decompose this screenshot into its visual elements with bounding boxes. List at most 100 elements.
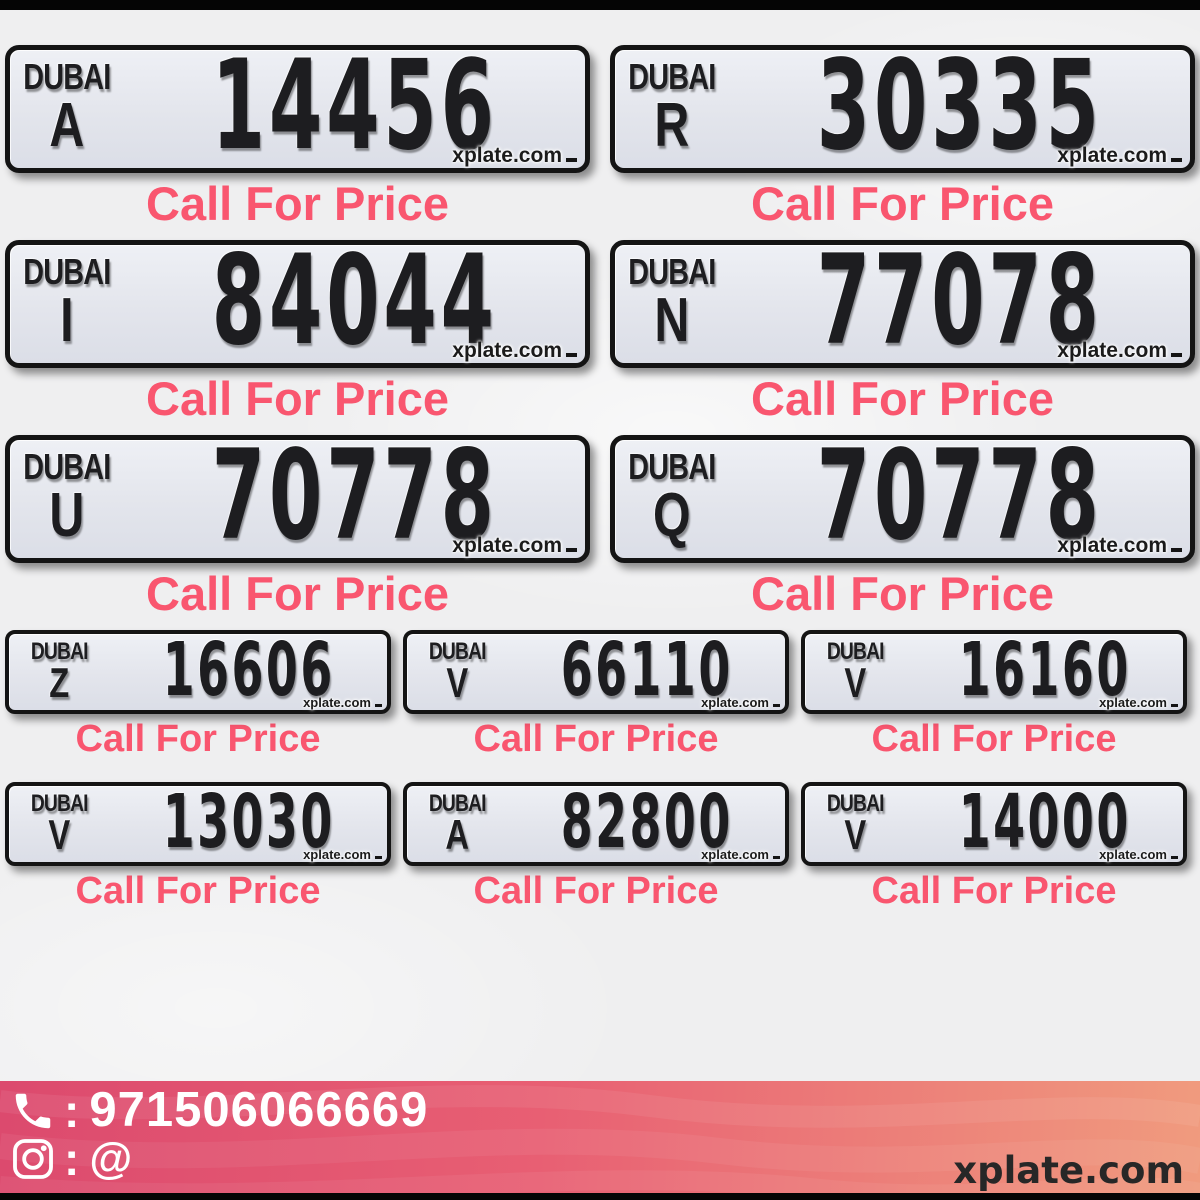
call-for-price-label: Call For Price xyxy=(75,870,321,912)
license-plate: DUBAI V 14000 xplate.com xyxy=(801,782,1187,866)
dubai-logo: DUBAI xyxy=(628,251,716,292)
xplate-watermark: xplate.com xyxy=(452,534,577,558)
top-black-strip xyxy=(0,0,1200,10)
plate-letter-code: V xyxy=(844,811,867,859)
plates-grid: DUBAI A 14456 xplate.com Call For Price … xyxy=(0,34,1200,934)
plate-number: 70778 xyxy=(816,424,1103,568)
plate-letter-code: R xyxy=(654,90,690,160)
dubai-logo: DUBAI xyxy=(23,251,111,292)
license-plate: DUBAI V 66110 xplate.com xyxy=(403,630,789,714)
plate-letter-code: V xyxy=(48,811,71,859)
plate-left-column: DUBAI Z xyxy=(9,634,110,710)
license-plate: DUBAI Q 70778 xplate.com xyxy=(610,424,1195,568)
license-plate: DUBAI A 14456 xplate.com xyxy=(5,34,590,178)
instagram-colon: : xyxy=(64,1133,80,1185)
call-for-price-label: Call For Price xyxy=(473,870,719,912)
license-plate-card: DUBAI A 82800 xplate.com Call For Price xyxy=(403,782,789,912)
plate-left-column: DUBAI V xyxy=(407,634,508,710)
dubai-logo: DUBAI xyxy=(23,56,111,97)
plate-letter-code: I xyxy=(60,285,74,355)
call-for-price-label: Call For Price xyxy=(751,567,1054,620)
dubai-logo: DUBAI xyxy=(30,790,89,817)
license-plate-card: DUBAI A 14456 xplate.com Call For Price xyxy=(5,34,590,230)
call-for-price-label: Call For Price xyxy=(146,372,449,425)
dubai-logo: DUBAI xyxy=(428,638,487,665)
license-plate-card: DUBAI Q 70778 xplate.com Call For Price xyxy=(610,424,1195,620)
plate-left-column: DUBAI A xyxy=(10,50,124,168)
dubai-logo: DUBAI xyxy=(23,446,111,487)
xplate-watermark: xplate.com xyxy=(452,339,577,363)
xplate-watermark: xplate.com xyxy=(701,695,780,710)
plate-left-column: DUBAI N xyxy=(615,245,729,363)
plate-number: 70778 xyxy=(211,424,498,568)
plate-row: DUBAI Z 16606 xplate.com Call For Price … xyxy=(0,630,1200,760)
plate-letter-code: U xyxy=(49,480,85,550)
plate-number: 77078 xyxy=(816,229,1103,373)
xplate-watermark: xplate.com xyxy=(701,847,780,862)
plate-letter-code: V xyxy=(446,659,469,707)
plate-left-column: DUBAI R xyxy=(615,50,729,168)
plate-row: DUBAI V 13030 xplate.com Call For Price … xyxy=(0,782,1200,912)
phone-colon: : xyxy=(64,1084,80,1137)
plate-left-column: DUBAI U xyxy=(10,440,124,558)
license-plate: DUBAI Z 16606 xplate.com xyxy=(5,630,391,714)
license-plate-card: DUBAI I 84044 xplate.com Call For Price xyxy=(5,229,590,425)
license-plate: DUBAI U 70778 xplate.com xyxy=(5,424,590,568)
xplate-watermark: xplate.com xyxy=(1099,847,1178,862)
phone-contact-line: : 971506066669 xyxy=(0,1086,1200,1135)
contact-bar: : 971506066669 : @ xplate.com xyxy=(0,1081,1200,1193)
call-for-price-label: Call For Price xyxy=(473,718,719,760)
license-plate-card: DUBAI V 14000 xplate.com Call For Price xyxy=(801,782,1187,912)
license-plate-card: DUBAI Z 16606 xplate.com Call For Price xyxy=(5,630,391,760)
license-plate: DUBAI N 77078 xplate.com xyxy=(610,229,1195,373)
plate-letter-code: V xyxy=(844,659,867,707)
plate-left-column: DUBAI V xyxy=(9,786,110,862)
license-plate-card: DUBAI U 70778 xplate.com Call For Price xyxy=(5,424,590,620)
xplate-watermark: xplate.com xyxy=(303,695,382,710)
license-plate-card: DUBAI N 77078 xplate.com Call For Price xyxy=(610,229,1195,425)
license-plate-card: DUBAI V 13030 xplate.com Call For Price xyxy=(5,782,391,912)
plate-letter-code: Z xyxy=(49,659,70,707)
plate-left-column: DUBAI Q xyxy=(615,440,729,558)
plate-number: 84044 xyxy=(211,229,498,373)
plate-row: DUBAI I 84044 xplate.com Call For Price … xyxy=(0,229,1200,425)
license-plate-card: DUBAI V 16160 xplate.com Call For Price xyxy=(801,630,1187,760)
license-plate: DUBAI I 84044 xplate.com xyxy=(5,229,590,373)
license-plate: DUBAI R 30335 xplate.com xyxy=(610,34,1195,178)
plate-number: 30335 xyxy=(816,34,1103,178)
dubai-logo: DUBAI xyxy=(826,790,885,817)
xplate-watermark: xplate.com xyxy=(452,144,577,168)
license-plate-card: DUBAI R 30335 xplate.com Call For Price xyxy=(610,34,1195,230)
license-plate: DUBAI V 16160 xplate.com xyxy=(801,630,1187,714)
plate-letter-code: Q xyxy=(652,480,691,550)
call-for-price-label: Call For Price xyxy=(751,177,1054,230)
contact-bar-waves xyxy=(0,1085,1200,1193)
license-plate: DUBAI A 82800 xplate.com xyxy=(403,782,789,866)
dubai-logo: DUBAI xyxy=(628,56,716,97)
phone-icon xyxy=(15,1093,51,1128)
call-for-price-label: Call For Price xyxy=(146,567,449,620)
instagram-icon xyxy=(13,1139,53,1179)
plate-left-column: DUBAI V xyxy=(805,786,906,862)
plate-left-column: DUBAI V xyxy=(805,634,906,710)
call-for-price-label: Call For Price xyxy=(75,718,321,760)
xplate-watermark: xplate.com xyxy=(1057,339,1182,363)
call-for-price-label: Call For Price xyxy=(871,870,1117,912)
dubai-logo: DUBAI xyxy=(826,638,885,665)
call-for-price-label: Call For Price xyxy=(146,177,449,230)
dubai-logo: DUBAI xyxy=(428,790,487,817)
plate-letter-code: A xyxy=(445,811,470,859)
xplate-watermark: xplate.com xyxy=(1057,144,1182,168)
instagram-contact-line: : @ xyxy=(0,1136,1200,1182)
website-url: xplate.com xyxy=(953,1149,1184,1192)
plate-row: DUBAI U 70778 xplate.com Call For Price … xyxy=(0,424,1200,620)
plate-left-column: DUBAI A xyxy=(407,786,508,862)
plate-row: DUBAI A 14456 xplate.com Call For Price … xyxy=(0,34,1200,230)
plate-number: 14456 xyxy=(211,34,498,178)
xplate-watermark: xplate.com xyxy=(303,847,382,862)
plate-left-column: DUBAI I xyxy=(10,245,124,363)
bottom-black-strip xyxy=(0,1193,1200,1200)
call-for-price-label: Call For Price xyxy=(751,372,1054,425)
call-for-price-label: Call For Price xyxy=(871,718,1117,760)
dubai-logo: DUBAI xyxy=(628,446,716,487)
